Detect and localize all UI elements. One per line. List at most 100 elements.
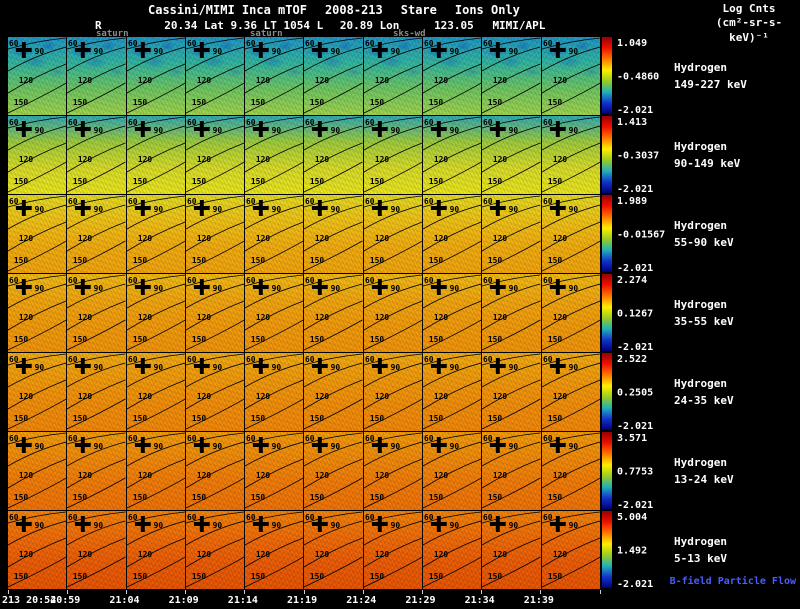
contour-line-120 bbox=[541, 458, 600, 489]
contour-label-90: 90 bbox=[213, 442, 223, 451]
contour-label-90: 90 bbox=[153, 521, 163, 530]
contour-label-90: 90 bbox=[213, 521, 223, 530]
contour-line-60 bbox=[245, 116, 304, 129]
heatmap-panel: 60 90 120 150 bbox=[8, 116, 67, 194]
contour-label-90: 90 bbox=[331, 126, 341, 135]
contour-label-150: 150 bbox=[370, 335, 384, 344]
contour-line-90 bbox=[67, 46, 126, 72]
contour-line-150 bbox=[482, 398, 541, 430]
contour-line-150 bbox=[8, 240, 67, 272]
species-label: Hydrogen bbox=[674, 377, 727, 390]
time-tick bbox=[599, 590, 601, 594]
heatmap-panel: 60 90 120 150 bbox=[423, 116, 482, 194]
contour-label-90: 90 bbox=[509, 126, 519, 135]
contour-line-120 bbox=[423, 458, 482, 489]
contour-line-150 bbox=[423, 398, 482, 430]
contour-line-90 bbox=[67, 520, 126, 546]
contour-label-60: 60 bbox=[246, 355, 256, 364]
contour-label-90: 90 bbox=[450, 47, 460, 56]
contour-line-120 bbox=[8, 379, 67, 410]
fov-cross-marker bbox=[259, 437, 263, 453]
contour-line-120 bbox=[245, 537, 304, 568]
contour-line-150 bbox=[363, 556, 423, 588]
contour-label-60: 60 bbox=[68, 197, 78, 206]
contour-line-90 bbox=[541, 204, 600, 230]
contour-line-90 bbox=[245, 283, 304, 309]
contour-line-90 bbox=[482, 125, 541, 151]
contour-label-150: 150 bbox=[133, 572, 147, 581]
contour-label-120: 120 bbox=[315, 550, 329, 559]
fov-cross-marker bbox=[377, 358, 382, 374]
energy-band-row: 60 90 120 150 60 90 120 150 60 90 120 150 60 90 120 150… bbox=[0, 195, 800, 274]
heatmap-panel: 60 90 120 150 bbox=[363, 195, 423, 273]
contour-label-60: 60 bbox=[365, 276, 375, 285]
contour-line-150 bbox=[8, 82, 67, 114]
fov-cross-marker bbox=[377, 279, 382, 295]
contour-line-150 bbox=[245, 398, 304, 430]
contour-label-60: 60 bbox=[9, 118, 19, 127]
contour-label-90: 90 bbox=[390, 126, 400, 135]
heatmap-panel: 60 90 120 150 bbox=[541, 37, 600, 115]
contour-label-120: 120 bbox=[434, 471, 448, 480]
contour-label-60: 60 bbox=[9, 39, 19, 48]
heatmap-panel: 60 90 120 150 bbox=[482, 195, 541, 273]
fov-cross-marker bbox=[436, 42, 441, 58]
colorbar-max-value: 2.522 bbox=[617, 354, 648, 365]
time-tick-label: 21:34 bbox=[464, 595, 495, 606]
contour-label-150: 150 bbox=[251, 493, 265, 502]
contour-line-60 bbox=[541, 274, 600, 287]
time-tick bbox=[481, 590, 483, 594]
title-mode: Stare bbox=[400, 3, 437, 17]
contour-overlay: 60 90 120 150 bbox=[185, 511, 245, 588]
contour-overlay: 60 90 120 150 bbox=[185, 195, 245, 272]
heatmap-panel: 60 90 120 150 bbox=[363, 116, 423, 194]
heatmap-panel: 60 90 120 150 bbox=[8, 353, 67, 431]
contour-line-120 bbox=[185, 221, 245, 252]
colorbar-min-value: -2.021 bbox=[617, 342, 654, 353]
contour-line-90 bbox=[185, 362, 245, 388]
contour-line-120 bbox=[423, 537, 482, 568]
contour-line-60 bbox=[304, 116, 363, 129]
energy-band-label: Hydrogen 24-35 keV bbox=[662, 353, 800, 432]
contour-label-90: 90 bbox=[568, 205, 578, 214]
contour-line-60 bbox=[185, 195, 245, 208]
contour-overlay: 60 90 120 150 bbox=[482, 432, 541, 509]
contour-line-60 bbox=[304, 432, 363, 445]
heatmap-panel: 60 90 120 150 bbox=[245, 274, 304, 352]
contour-label-150: 150 bbox=[73, 177, 87, 186]
contour-line-90 bbox=[67, 362, 126, 388]
contour-label-150: 150 bbox=[251, 414, 265, 423]
contour-line-60 bbox=[67, 432, 126, 445]
contour-label-90: 90 bbox=[94, 126, 104, 135]
contour-label-60: 60 bbox=[483, 118, 493, 127]
heatmap-panel: 60 90 120 150 bbox=[304, 274, 363, 352]
contour-label-150: 150 bbox=[370, 414, 384, 423]
contour-label-90: 90 bbox=[450, 442, 460, 451]
energy-band-label: Hydrogen 35-55 keV bbox=[662, 274, 800, 353]
heatmap-panel: 60 90 120 150 bbox=[245, 511, 304, 589]
energy-range-label: 13-24 keV bbox=[674, 472, 734, 486]
time-tick-label: 213 20:54 bbox=[2, 595, 57, 606]
heatmap-panels: 60 90 120 150 60 90 120 150 60 90 120 150 60 90 120 150… bbox=[8, 353, 600, 432]
contour-line-120 bbox=[423, 221, 482, 252]
fov-cross-marker bbox=[496, 437, 501, 453]
contour-overlay: 60 90 120 150 bbox=[482, 37, 541, 114]
ephemeris-r-lat-lt-l: 20.34 Lat 9.36 LT 1054 L bbox=[164, 19, 324, 32]
contour-label-120: 120 bbox=[375, 76, 389, 85]
contour-line-150 bbox=[423, 319, 482, 351]
contour-label-150: 150 bbox=[488, 414, 502, 423]
fov-cross-marker bbox=[140, 42, 145, 58]
contour-line-90 bbox=[245, 46, 304, 72]
fov-cross-marker bbox=[81, 279, 86, 295]
heatmap-panel: 60 90 120 150 bbox=[541, 511, 600, 589]
contour-overlay: 60 90 120 150 bbox=[126, 432, 185, 509]
contour-line-120 bbox=[541, 300, 600, 331]
fov-cross-marker bbox=[555, 279, 560, 295]
fov-cross-marker bbox=[436, 200, 441, 216]
heatmap-panel: 60 90 120 150 bbox=[304, 432, 363, 510]
contour-label-60: 60 bbox=[246, 197, 256, 206]
colorbar-mid-value: -0.01567 bbox=[617, 229, 666, 240]
species-label: Hydrogen bbox=[674, 535, 727, 548]
saturn-label: saturn bbox=[250, 29, 283, 39]
contour-label-60: 60 bbox=[483, 39, 493, 48]
